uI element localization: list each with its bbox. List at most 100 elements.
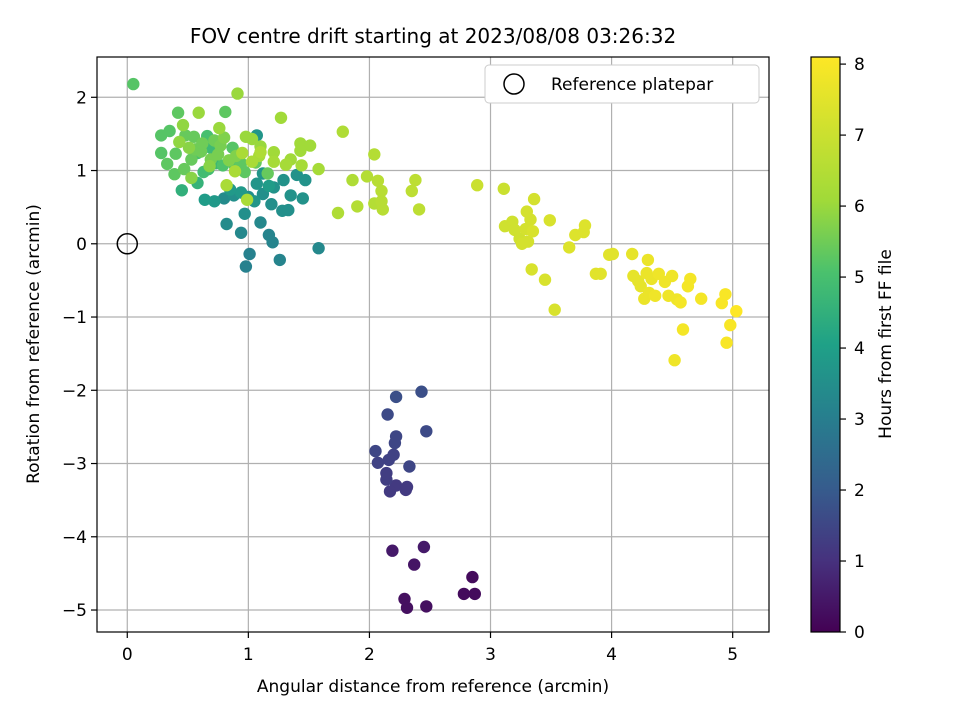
data-point [641,253,655,267]
data-point [185,171,198,185]
data-point [381,408,394,421]
data-point [412,203,426,216]
y-tick-label: −2 [62,381,87,401]
data-point [303,139,317,152]
data-point [403,460,416,473]
x-tick-label: 2 [364,645,375,665]
data-point [606,247,619,261]
data-point [192,106,205,119]
x-tick-label: 5 [727,645,738,665]
x-axis-ticks: 0 1 2 3 4 5 [122,632,738,665]
data-point [684,272,697,286]
colorbar-ticks: 0 1 2 3 4 5 6 7 8 [840,55,865,643]
data-point [371,174,385,187]
data-point [185,153,198,166]
y-tick-label: 0 [76,235,87,255]
data-point [295,159,308,172]
data-point [695,292,708,305]
legend-box [484,64,760,104]
data-point [196,137,209,150]
data-point [168,168,181,181]
colorbar-tick-label: 5 [854,268,865,288]
data-point [515,237,529,250]
data-point [273,253,286,267]
data-point [527,192,541,206]
data-point [245,155,259,168]
data-point [254,216,267,229]
data-point [266,236,279,249]
data-point [267,155,280,168]
y-tick-label: 1 [76,162,87,182]
y-axis-ticks: 2 1 0 −1 −2 −3 −4 −5 [62,88,97,621]
data-point [284,189,297,202]
data-point [219,105,232,119]
data-point [279,158,293,171]
data-point [649,289,662,302]
data-point [676,323,690,336]
data-point [274,111,288,125]
data-point [236,146,249,160]
data-point [296,192,309,205]
data-point [400,480,414,494]
data-point [294,144,307,157]
data-point [173,135,186,149]
data-point [213,121,226,135]
data-point [203,159,216,173]
data-point [497,182,510,195]
x-tick-label: 0 [122,645,133,665]
data-point [375,184,388,198]
colorbar-tick-label: 7 [854,126,865,146]
data-point [217,192,231,205]
chart-title: FOV centre drift starting at 2023/08/08 … [190,24,676,48]
data-point [405,184,418,198]
data-point [312,162,325,176]
data-point [155,146,168,160]
data-point [369,444,382,458]
data-point [382,453,395,467]
data-point [665,269,679,283]
colorbar-tick-label: 6 [854,197,865,217]
data-point [468,587,481,601]
data-point [525,263,538,276]
plot-frame [96,56,770,633]
data-point [238,207,251,220]
data-point [290,168,303,182]
data-point [420,600,433,613]
data-point [626,247,639,261]
data-point [208,195,221,208]
data-point [312,242,325,255]
data-point [386,544,399,557]
data-point [368,148,381,161]
colorbar-tick-label: 3 [854,410,865,430]
legend-label: Reference platepar [551,75,713,95]
x-tick-label: 4 [606,645,617,665]
y-tick-label: −5 [62,601,87,621]
x-tick-label: 1 [243,645,254,665]
data-point [524,213,537,226]
data-point [163,124,176,138]
data-point [171,106,185,119]
data-point [415,385,428,398]
data-point [231,87,244,100]
data-point [409,173,422,187]
data-point [466,570,479,584]
data-point [187,130,201,143]
y-tick-label: −4 [62,528,87,548]
data-point [228,165,242,178]
data-point [262,179,276,193]
data-point [563,241,576,254]
data-point [282,203,295,217]
data-point [169,147,182,160]
data-point [543,214,556,227]
data-point [277,173,290,187]
data-point [234,226,248,239]
data-point [265,198,278,211]
colorbar-tick-label: 0 [854,623,865,643]
data-point [250,177,263,190]
data-point [674,296,687,309]
data-point [161,157,174,171]
data-point [220,217,233,231]
data-point [457,587,471,601]
data-point [526,225,540,238]
data-point [371,456,385,469]
